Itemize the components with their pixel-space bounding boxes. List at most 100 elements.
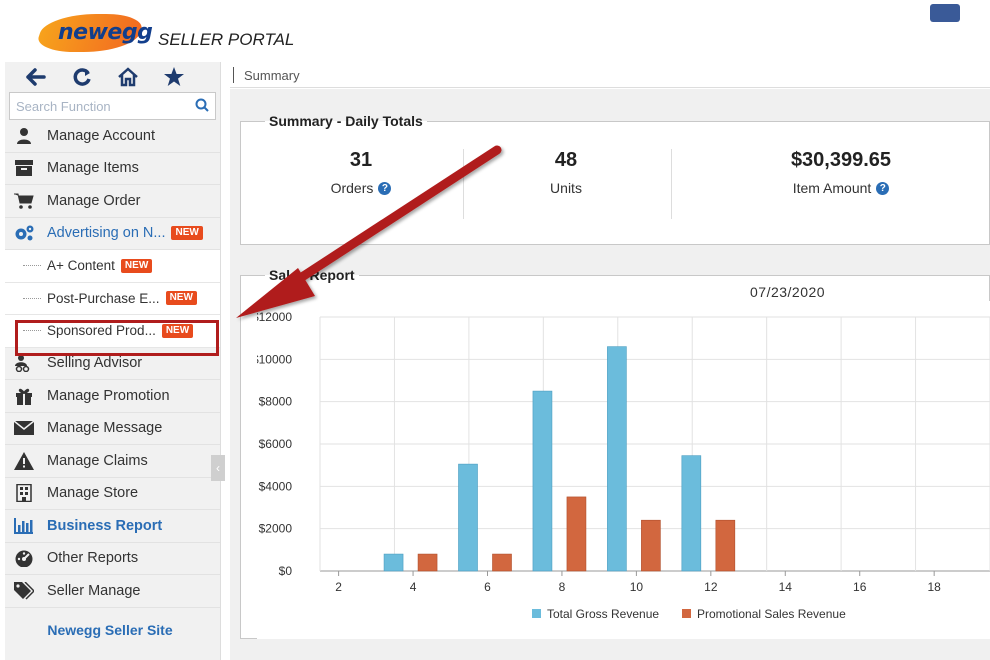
sidebar-item-label: Advertising on N...	[47, 225, 166, 242]
breadcrumb: Summary	[230, 62, 990, 88]
logo-text: newegg	[58, 20, 153, 45]
newegg-logo[interactable]: newegg SELLER PORTAL	[18, 8, 294, 52]
bar-promotional-sales-revenue	[715, 519, 736, 572]
sidebar-item-manage-store[interactable]: Manage Store	[5, 478, 220, 510]
sidebar-subitem-a-plus-content[interactable]: A+ Content NEW	[5, 250, 220, 283]
back-arrow-icon[interactable]	[23, 64, 49, 90]
sidebar: Manage Account Manage Items Manage Order…	[5, 62, 225, 660]
sidebar-item-business-report[interactable]: Business Report	[5, 510, 220, 543]
search-box	[9, 92, 216, 120]
breadcrumb-separator	[233, 67, 234, 83]
stat-label: Item Amount	[792, 180, 872, 196]
advisor-icon	[13, 353, 35, 373]
dashboard-icon	[13, 548, 35, 568]
sidebar-item-label: Business Report	[47, 517, 163, 534]
new-badge: NEW	[120, 258, 153, 273]
breadcrumb-summary[interactable]: Summary	[244, 68, 300, 83]
summary-daily-totals-panel: Summary - Daily Totals 31 Orders? 48 Uni…	[240, 113, 990, 245]
chart-x-tick-label: 14	[779, 580, 793, 594]
tree-connector	[23, 265, 41, 267]
chart-x-tick-label: 16	[853, 580, 867, 594]
logo-mark: newegg	[18, 8, 153, 52]
star-icon[interactable]	[161, 64, 187, 90]
chart-legend-label: Promotional Sales Revenue	[697, 607, 846, 621]
sidebar-item-advertising[interactable]: Advertising on N... NEW	[5, 218, 220, 250]
sidebar-item-label: Manage Order	[47, 192, 141, 209]
sidebar-item-manage-message[interactable]: Manage Message	[5, 413, 220, 445]
portal-title: SELLER PORTAL	[158, 30, 295, 49]
warning-icon	[13, 451, 35, 471]
chart-x-tick-label: 10	[630, 580, 644, 594]
chart-x-tick-label: 2	[335, 580, 342, 594]
chart-y-tick-label: $10000	[257, 352, 292, 366]
sidebar-item-other-reports[interactable]: Other Reports	[5, 543, 220, 575]
header-user-button[interactable]	[930, 4, 960, 22]
help-icon[interactable]: ?	[378, 181, 392, 195]
new-badge: NEW	[165, 291, 197, 306]
sidebar-subitem-label: Post-Purchase E...	[47, 290, 160, 306]
user-icon	[13, 126, 35, 146]
chart-legend-label: Total Gross Revenue	[547, 607, 659, 621]
bar-total-gross-revenue	[458, 463, 478, 572]
stat-label: Orders	[330, 180, 374, 196]
sidebar-item-label: Manage Message	[47, 420, 163, 437]
stat-value: 48	[554, 149, 578, 171]
sidebar-item-seller-manage[interactable]: Seller Manage	[5, 575, 220, 608]
sidebar-item-label: Selling Advisor	[47, 355, 143, 372]
tags-icon	[13, 581, 35, 601]
bar-promotional-sales-revenue	[492, 553, 512, 572]
chart-y-tick-label: $0	[279, 564, 293, 578]
sidebar-item-manage-order[interactable]: Manage Order	[5, 185, 220, 218]
sidebar-subitem-post-purchase[interactable]: Post-Purchase E... NEW	[5, 282, 220, 315]
divider	[671, 149, 672, 219]
bar-promotional-sales-revenue	[641, 519, 661, 572]
stat-label: Units	[550, 180, 582, 196]
summary-legend: Summary - Daily Totals	[269, 113, 423, 129]
sidebar-item-manage-items[interactable]: Manage Items	[5, 153, 220, 185]
chart-y-tick-label: $2000	[259, 522, 293, 536]
main-content: Summary - Daily Totals 31 Orders? 48 Uni…	[230, 89, 990, 660]
sidebar-collapse-handle[interactable]: ‹	[211, 455, 225, 481]
tree-connector	[23, 330, 41, 332]
help-icon[interactable]: ?	[876, 181, 890, 195]
sidebar-item-label: Manage Account	[47, 127, 156, 144]
bar-total-gross-revenue	[681, 455, 702, 572]
sidebar-item-label: Manage Items	[47, 160, 139, 177]
sidebar-item-label: Seller Manage	[47, 582, 141, 599]
sidebar-item-manage-account[interactable]: Manage Account	[5, 120, 220, 153]
search-icon[interactable]	[195, 98, 209, 112]
stat-units: 48 Units	[466, 149, 666, 196]
search-input[interactable]	[10, 93, 215, 119]
chart-y-tick-label: $4000	[259, 479, 293, 493]
envelope-icon	[13, 418, 35, 438]
sales-report-date: 07/23/2020	[750, 284, 826, 300]
sidebar-toolbar	[5, 62, 220, 92]
stat-value: 31	[349, 149, 373, 171]
bar-chart-icon	[13, 516, 35, 536]
sales-bar-chart: $0 $2000 $4000 $6000 $8000 $10000 $12000 2 4 6 8 10…	[257, 301, 990, 639]
new-badge: NEW	[171, 226, 203, 241]
gift-icon	[13, 386, 35, 406]
sidebar-item-label: Manage Promotion	[47, 387, 170, 404]
store-icon	[13, 483, 35, 503]
sidebar-item-selling-advisor[interactable]: Selling Advisor	[5, 348, 220, 380]
refresh-icon[interactable]	[69, 64, 95, 90]
archive-icon	[13, 158, 35, 178]
sidebar-item-manage-claims[interactable]: Manage Claims	[5, 445, 220, 478]
chart-legend-swatch	[682, 609, 691, 618]
gears-icon	[13, 223, 35, 243]
bar-promotional-sales-revenue	[566, 496, 587, 572]
bar-total-gross-revenue	[532, 390, 553, 572]
bar-promotional-sales-revenue	[417, 553, 438, 572]
seller-site-link[interactable]: Newegg Seller Site	[47, 622, 173, 638]
chart-y-tick-label: $8000	[259, 395, 293, 409]
stat-item-amount: $30,399.65 Item Amount?	[696, 149, 986, 196]
bar-total-gross-revenue	[383, 553, 404, 572]
bar-total-gross-revenue	[607, 346, 627, 572]
cart-icon	[13, 191, 35, 211]
home-icon[interactable]	[115, 64, 141, 90]
chart-x-tick-label: 8	[559, 580, 566, 594]
sidebar-item-manage-promotion[interactable]: Manage Promotion	[5, 380, 220, 413]
chart-y-tick-label: $6000	[259, 437, 293, 451]
chart-legend-swatch	[532, 609, 541, 618]
